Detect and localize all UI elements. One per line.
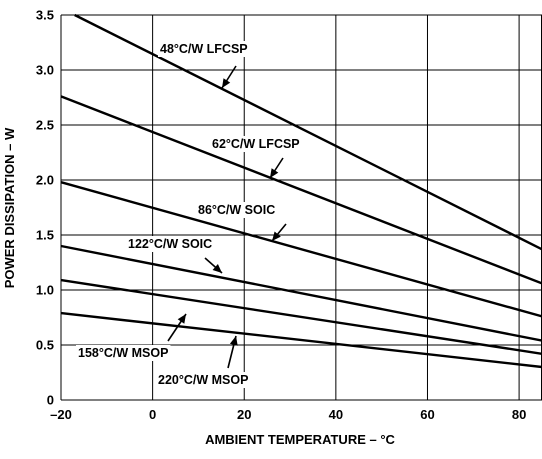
pointer-arrowhead bbox=[212, 264, 222, 273]
y-tick-label: 3.0 bbox=[36, 63, 54, 78]
y-tick-label: 0 bbox=[47, 393, 54, 408]
series-line-5 bbox=[60, 311, 542, 369]
series-line-4 bbox=[60, 278, 542, 355]
series-label-5: 220°C/W MSOP bbox=[158, 373, 248, 387]
series-lines bbox=[60, 13, 542, 369]
series-label-3: 122°C/W SOIC bbox=[128, 237, 212, 251]
x-tick-label: 40 bbox=[329, 407, 343, 422]
label-pointers bbox=[167, 65, 287, 369]
y-axis-title: POWER DISSIPATION – W bbox=[2, 127, 17, 288]
x-tick-label: 60 bbox=[420, 407, 434, 422]
series-line-3 bbox=[60, 244, 542, 342]
y-tick-label: 1.5 bbox=[36, 228, 54, 243]
x-tick-label: –20 bbox=[50, 407, 72, 422]
x-tick-label: 0 bbox=[149, 407, 156, 422]
y-tick-label: 2.5 bbox=[36, 118, 54, 133]
pointer-arrowhead bbox=[270, 168, 279, 178]
series-label-bg bbox=[126, 236, 215, 252]
x-tick-label: 20 bbox=[237, 407, 251, 422]
y-tick-label: 3.5 bbox=[36, 8, 54, 23]
pointer-arrowhead bbox=[229, 336, 238, 346]
grid bbox=[60, 14, 542, 401]
series-label-bg bbox=[156, 372, 251, 388]
pointer-arrowhead bbox=[222, 78, 231, 88]
series-label-bg bbox=[158, 41, 250, 57]
series-label-2: 86°C/W SOIC bbox=[198, 203, 275, 217]
y-tick-label: 1.0 bbox=[36, 283, 54, 298]
pointer-arrowhead bbox=[272, 231, 281, 241]
series-label-bg bbox=[76, 345, 171, 361]
series-label-1: 62°C/W LFCSP bbox=[212, 137, 300, 151]
series-label-bg bbox=[210, 136, 302, 152]
series-label-bg bbox=[196, 202, 278, 218]
series-label-4: 158°C/W MSOP bbox=[78, 346, 168, 360]
series-labels: 48°C/W LFCSP 62°C/W LFCSP 86°C/W SOIC 122°C… bbox=[76, 41, 302, 388]
y-tick-label: 0.5 bbox=[36, 338, 54, 353]
y-tick-label: 2.0 bbox=[36, 173, 54, 188]
series-label-0: 48°C/W LFCSP bbox=[160, 42, 248, 56]
x-axis-title: AMBIENT TEMPERATURE – °C bbox=[205, 432, 395, 447]
series-line-0 bbox=[74, 13, 542, 251]
series-line-2 bbox=[60, 181, 542, 318]
series-line-1 bbox=[60, 95, 542, 285]
x-tick-label: 80 bbox=[512, 407, 526, 422]
pointer-arrowhead bbox=[177, 314, 186, 324]
